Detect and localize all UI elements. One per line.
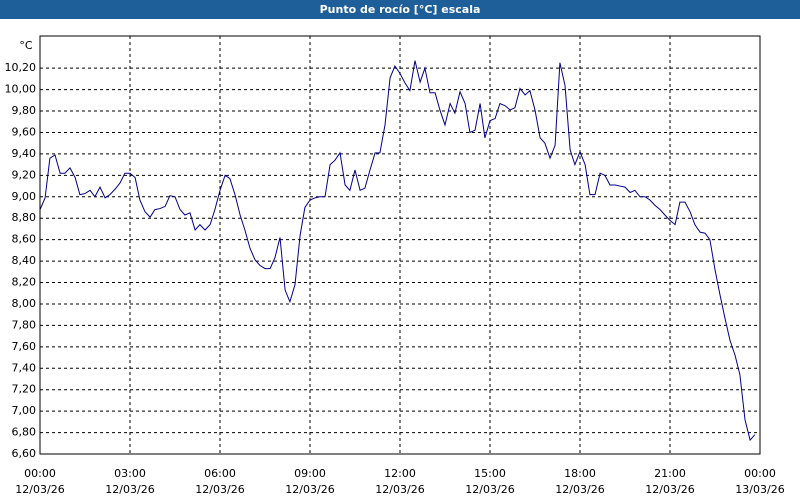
x-tick-date: 13/03/26 (735, 483, 784, 496)
y-tick-label: 9,20 (12, 168, 37, 181)
x-tick-label: 12:00 (384, 467, 416, 480)
y-tick-label: 8,60 (12, 233, 37, 246)
y-tick-label: 7,40 (12, 361, 37, 374)
x-tick-date: 12/03/26 (555, 483, 604, 496)
y-tick-label: 7,00 (12, 404, 37, 417)
x-tick-date: 12/03/26 (645, 483, 694, 496)
title-bar (0, 0, 800, 19)
x-tick-label: 03:00 (114, 467, 146, 480)
x-tick-label: 00:00 (744, 467, 776, 480)
y-tick-label: 6,80 (12, 426, 37, 439)
chart-title: Punto de rocío [°C] escala (320, 3, 481, 16)
x-tick-date: 12/03/26 (105, 483, 154, 496)
y-tick-label: 8,00 (12, 297, 37, 310)
x-tick-label: 00:00 (24, 467, 56, 480)
y-tick-label: 9,80 (12, 104, 37, 117)
x-tick-date: 12/03/26 (15, 483, 64, 496)
y-tick-label: 7,80 (12, 318, 37, 331)
y-tick-label: 8,20 (12, 276, 37, 289)
y-tick-label: 7,60 (12, 340, 37, 353)
x-tick-date: 12/03/26 (465, 483, 514, 496)
y-tick-label: 7,20 (12, 383, 37, 396)
y-unit: °C (19, 39, 33, 52)
x-tick-label: 21:00 (654, 467, 686, 480)
y-tick-label: 10,00 (5, 83, 37, 96)
y-tick-label: 10,20 (5, 61, 37, 74)
x-tick-label: 15:00 (474, 467, 506, 480)
x-tick-date: 12/03/26 (375, 483, 424, 496)
y-tick-label: 8,40 (12, 254, 37, 267)
y-tick-label: 6,60 (12, 447, 37, 460)
x-tick-date: 12/03/26 (195, 483, 244, 496)
x-tick-label: 06:00 (204, 467, 236, 480)
y-tick-label: 9,00 (12, 190, 37, 203)
y-tick-label: 9,60 (12, 125, 37, 138)
y-tick-label: 8,80 (12, 211, 37, 224)
y-tick-label: 9,40 (12, 147, 37, 160)
x-tick-label: 09:00 (294, 467, 326, 480)
data-line (39, 60, 756, 442)
plot-border (39, 35, 761, 455)
x-tick-date: 12/03/26 (285, 483, 334, 496)
x-tick-label: 18:00 (564, 467, 596, 480)
